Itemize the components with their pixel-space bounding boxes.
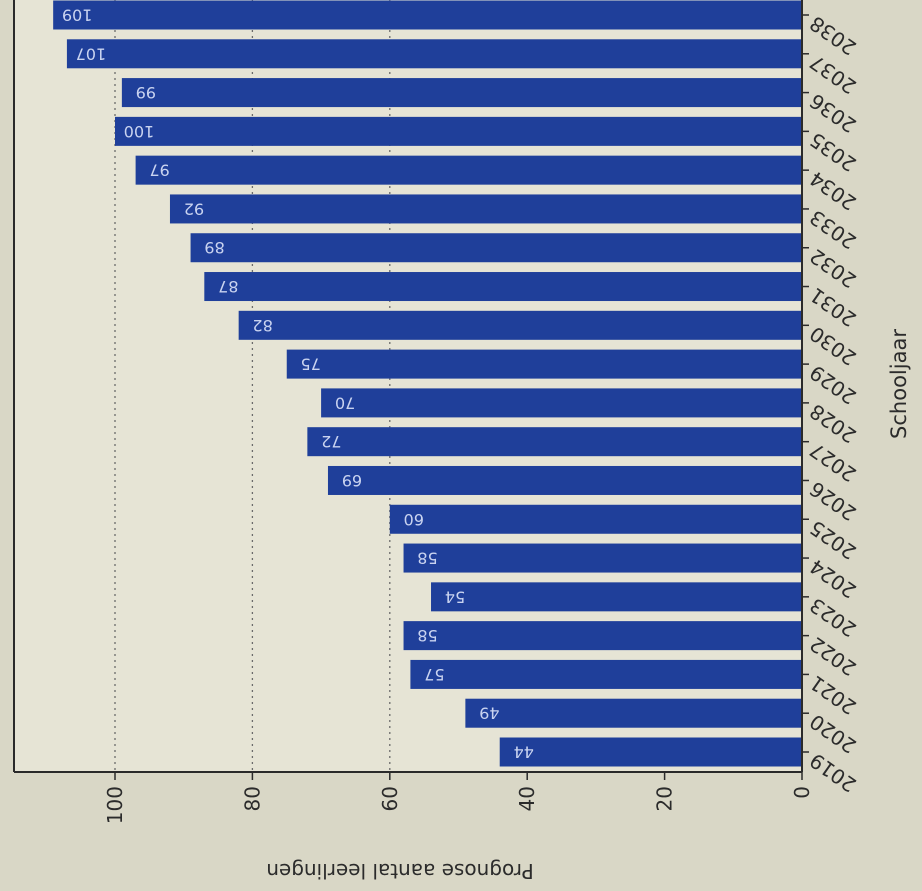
bar-value-label: 89	[204, 238, 224, 257]
bar-value-label: 109	[62, 6, 93, 25]
bar-value-label: 97	[149, 161, 169, 180]
y-axis-title: Prognose aantal leerlingen	[266, 859, 533, 883]
bar	[121, 78, 803, 108]
bar	[465, 698, 802, 728]
bar-value-label: 57	[424, 665, 444, 684]
bar-value-label: 87	[218, 277, 238, 296]
bar-value-label: 72	[321, 432, 341, 451]
bar-value-label: 69	[342, 471, 362, 490]
bar-value-label: 44	[514, 743, 534, 762]
bar	[327, 465, 802, 495]
bar	[115, 116, 802, 146]
bar-value-label: 70	[335, 393, 355, 412]
value-tick-label: 40	[515, 786, 539, 811]
bar	[66, 39, 802, 69]
bar	[307, 427, 802, 457]
bar	[389, 504, 802, 534]
bar-value-label: 60	[404, 510, 424, 529]
value-tick-label: 80	[240, 786, 264, 811]
bar	[53, 0, 803, 30]
bar-value-label: 100	[124, 122, 155, 141]
bar-value-label: 82	[252, 316, 272, 335]
bar-value-label: 75	[301, 355, 321, 374]
bar-value-label: 58	[417, 626, 437, 645]
value-tick-label: 20	[653, 786, 677, 811]
bar	[321, 388, 802, 418]
bar-value-label: 58	[417, 549, 437, 568]
bar	[403, 543, 802, 573]
bar	[286, 349, 802, 379]
bar	[169, 194, 802, 224]
bar-value-label: 54	[445, 587, 465, 606]
bar	[499, 737, 802, 767]
bar-value-label: 49	[479, 704, 499, 723]
value-tick-label: 0	[790, 786, 814, 799]
bar	[204, 272, 802, 302]
x-axis-title: Schooljaar	[887, 329, 911, 439]
value-tick-label: 60	[378, 786, 402, 811]
bar-value-label: 107	[76, 44, 107, 63]
bar	[135, 155, 803, 185]
plot-area	[14, 0, 802, 772]
bar-value-label: 92	[184, 199, 204, 218]
bar	[190, 233, 802, 263]
grid-lines	[114, 0, 391, 772]
bars: 44 49 57 58 54 58 60 69 72 70 75 82 87 89 92 97 100 99 107…	[53, 0, 803, 767]
bar	[410, 659, 802, 689]
bar-value-label: 99	[136, 83, 156, 102]
bar	[238, 310, 802, 340]
bar	[431, 582, 802, 612]
bar	[403, 621, 802, 651]
value-tick-label: 100	[103, 786, 127, 824]
